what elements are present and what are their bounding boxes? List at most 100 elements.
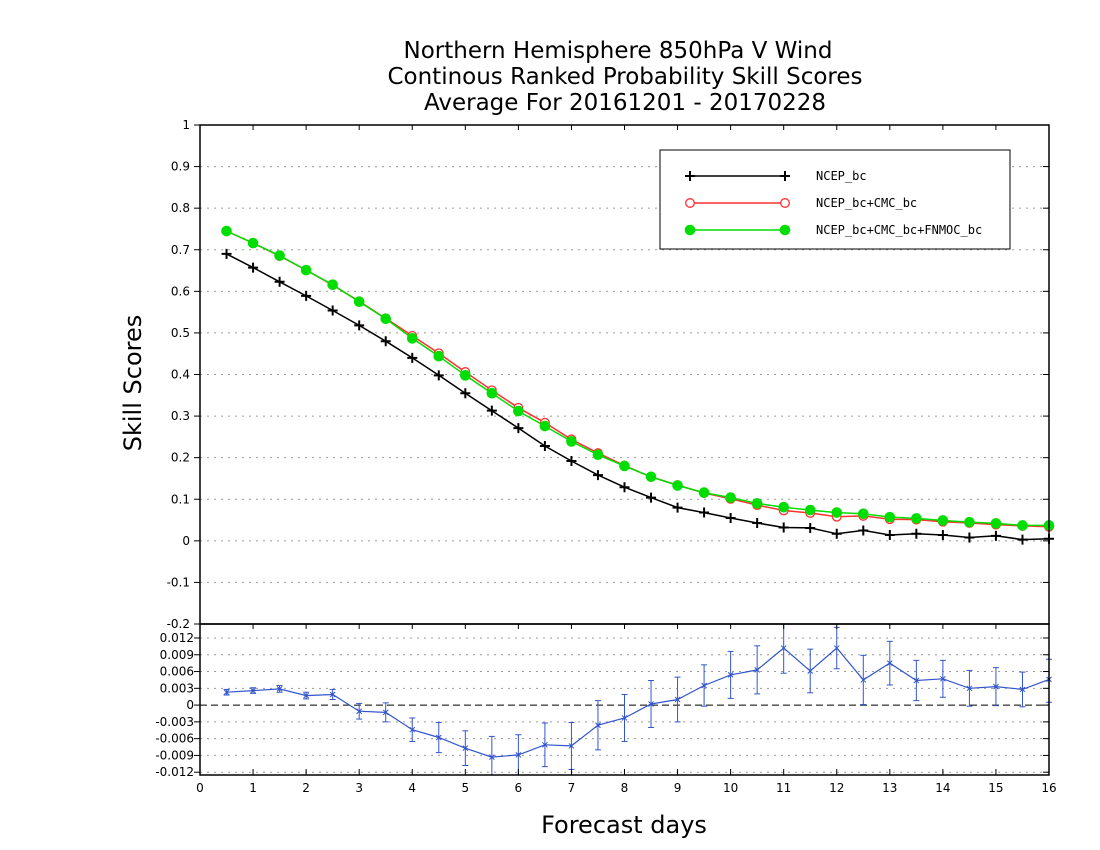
x-tick-label: 7 xyxy=(568,781,576,795)
y-tick-label: 0.2 xyxy=(171,451,190,465)
y-tick-label: -0.012 xyxy=(155,765,194,779)
difference-point xyxy=(356,708,363,715)
data-point xyxy=(539,441,550,452)
data-point xyxy=(592,470,603,481)
data-point xyxy=(911,513,922,524)
data-point xyxy=(380,313,392,325)
legend-label: NCEP_bc+CMC_bc+FNMOC_bc xyxy=(816,223,982,237)
difference-point xyxy=(780,645,787,651)
x-tick-label: 11 xyxy=(776,781,791,795)
difference-point xyxy=(993,683,999,690)
data-point xyxy=(539,420,551,432)
data-point xyxy=(619,482,630,493)
data-point xyxy=(685,198,695,208)
difference-point xyxy=(542,741,548,748)
y-tick-label: 0.009 xyxy=(160,648,194,662)
difference-point xyxy=(754,667,761,673)
data-point xyxy=(592,449,604,461)
y-tick-label: -0.006 xyxy=(155,732,194,746)
data-point xyxy=(725,512,736,523)
data-point xyxy=(780,198,790,208)
data-point xyxy=(725,492,736,503)
legend-entry: NCEP_bc+CMC_bc xyxy=(685,196,917,210)
series-ncep-bc-cmc-bc-fnmoc-bc xyxy=(221,225,1055,531)
data-point xyxy=(460,388,471,399)
x-tick-label: 10 xyxy=(723,781,738,795)
difference-point xyxy=(382,709,389,716)
x-axis: 0 1 2 3 4 5 6 7 8 9 10 11 12 13 14 15 16 xyxy=(196,125,1057,795)
data-point xyxy=(513,405,524,417)
y-tick-label: 1 xyxy=(182,118,190,132)
y-tick-label: -0.003 xyxy=(155,715,194,729)
y-tick-label: 0.7 xyxy=(171,243,190,257)
difference-point xyxy=(886,660,893,667)
title-line-3: Average For 20161201 - 20170228 xyxy=(424,90,826,116)
x-tick-label: 15 xyxy=(988,781,1003,795)
series-ncep-bc-cmc-bc xyxy=(221,226,1054,532)
difference-point xyxy=(223,689,230,696)
x-tick-label: 16 xyxy=(1041,781,1056,795)
data-point xyxy=(274,250,285,261)
series-line xyxy=(226,253,1050,541)
legend-entry: NCEP_bc+CMC_bc+FNMOC_bc xyxy=(684,223,982,237)
x-tick-label: 14 xyxy=(935,781,950,795)
difference-series xyxy=(223,624,1052,776)
difference-point xyxy=(807,668,814,674)
y-tick-label: -0.009 xyxy=(155,748,194,762)
difference-point xyxy=(488,754,495,760)
data-point xyxy=(433,370,444,381)
chart-title: Northern Hemisphere 850hPa V Wind Contin… xyxy=(387,38,862,116)
data-point xyxy=(380,336,391,347)
difference-line xyxy=(226,647,1050,758)
y-tick-label: 0.4 xyxy=(171,368,190,382)
difference-point xyxy=(913,677,920,684)
data-point xyxy=(831,507,843,518)
legend-box xyxy=(659,149,1011,250)
series-ncep-bc xyxy=(221,248,1054,545)
y-tick-label: 0.8 xyxy=(171,201,190,215)
difference-point xyxy=(833,645,840,651)
y-tick-label: 0.006 xyxy=(160,665,194,679)
data-point xyxy=(831,528,842,539)
data-point xyxy=(486,387,498,399)
y-axis-label: Skill Scores xyxy=(119,315,147,452)
data-point xyxy=(274,276,285,287)
difference-point xyxy=(674,696,681,703)
difference-point xyxy=(329,691,336,698)
data-point xyxy=(221,225,232,237)
x-axis-label: Forecast days xyxy=(541,811,707,839)
data-point xyxy=(248,262,259,273)
difference-point xyxy=(568,743,575,749)
data-point xyxy=(699,507,710,518)
y-tick-label: -0.1 xyxy=(167,575,190,589)
x-tick-label: 1 xyxy=(249,781,257,795)
x-tick-label: 3 xyxy=(355,781,363,795)
data-point xyxy=(1017,534,1028,545)
x-tick-label: 5 xyxy=(461,781,469,795)
data-point xyxy=(433,350,445,362)
data-point xyxy=(619,460,630,472)
data-point xyxy=(964,532,975,543)
difference-point xyxy=(727,672,734,678)
y-tick-label: 0 xyxy=(182,534,190,548)
difference-point xyxy=(435,734,442,741)
x-tick-label: 8 xyxy=(621,781,629,795)
data-point xyxy=(778,522,789,533)
y-tick-label: 0.9 xyxy=(171,160,190,174)
title-line-1: Northern Hemisphere 850hPa V Wind xyxy=(404,38,833,64)
y-tick-label: 0.003 xyxy=(160,681,194,695)
difference-point xyxy=(595,722,601,729)
x-tick-label: 13 xyxy=(882,781,897,795)
x-tick-label: 2 xyxy=(302,781,310,795)
data-point xyxy=(247,237,259,249)
data-point xyxy=(300,264,312,276)
difference-point xyxy=(515,752,522,758)
data-point xyxy=(964,516,975,528)
data-point xyxy=(566,455,577,466)
x-tick-label: 9 xyxy=(674,781,682,795)
series-line xyxy=(226,230,1049,527)
data-point xyxy=(805,522,816,533)
difference-point xyxy=(409,726,416,733)
legend-entry: NCEP_bc xyxy=(685,169,867,183)
